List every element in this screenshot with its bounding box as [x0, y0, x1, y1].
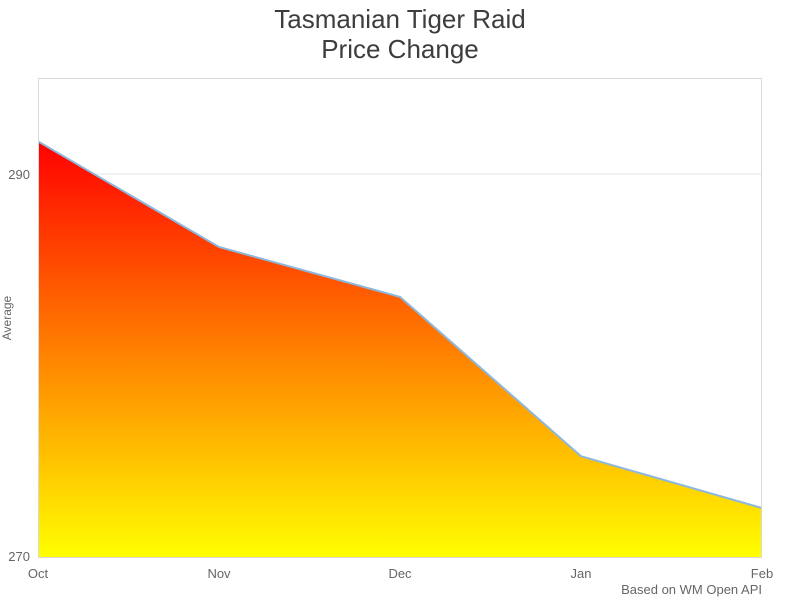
y-axis-tick-270: 270: [8, 549, 30, 564]
chart-caption: Based on WM Open API: [621, 582, 762, 597]
chart-title-line1: Tasmanian Tiger Raid: [274, 4, 526, 34]
plot-border: [38, 78, 762, 558]
chart-title-line2: Price Change: [321, 34, 479, 64]
average-price-line: [38, 140, 762, 510]
x-axis-tick-oct: Oct: [27, 566, 49, 581]
x-axis-tick-feb: Feb: [750, 566, 774, 581]
x-axis-tick-nov: Nov: [207, 566, 231, 581]
x-axis-tick-dec: Dec: [388, 566, 412, 581]
y-axis-title: Average: [0, 295, 14, 341]
x-axis-tick-jan: Jan: [570, 566, 592, 581]
area-fill: [38, 141, 762, 558]
chart-title: Tasmanian Tiger Raid Price Change: [0, 4, 800, 64]
y-axis-tick-290: 290: [8, 167, 30, 182]
plot-area: [38, 78, 762, 558]
